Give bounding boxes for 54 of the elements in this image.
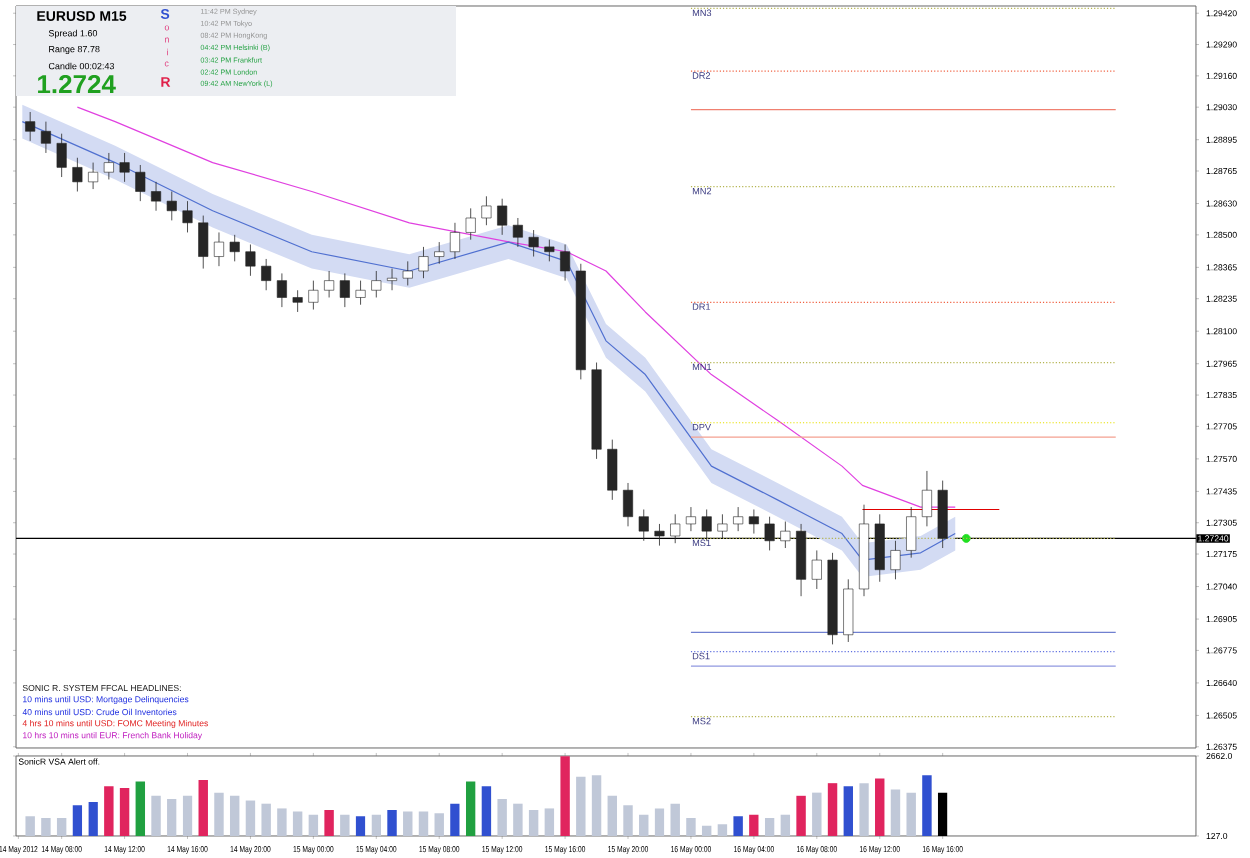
candlestick — [906, 506, 917, 559]
candlestick — [371, 270, 382, 298]
candlestick — [623, 482, 634, 527]
candlestick — [890, 540, 901, 580]
candlestick — [733, 506, 744, 532]
candlestick — [402, 260, 413, 286]
candlestick — [544, 239, 555, 262]
candlestick — [497, 198, 508, 236]
candlestick — [764, 516, 775, 551]
candlestick — [921, 470, 932, 527]
candlestick — [292, 289, 303, 313]
candlestick — [198, 215, 209, 269]
candlestick — [355, 280, 366, 306]
candlestick — [748, 509, 759, 534]
candlestick — [638, 509, 649, 542]
candlestick — [261, 258, 272, 291]
candlestick — [418, 246, 429, 279]
candlestick — [481, 195, 492, 226]
candlestick — [654, 523, 665, 547]
candlestick — [88, 162, 99, 190]
annotation: 1.2724 — [38, 74, 116, 94]
candlestick — [213, 232, 224, 267]
candlestick — [685, 506, 696, 532]
candlestick — [276, 272, 287, 308]
candlestick — [56, 133, 67, 178]
candlestick — [72, 157, 83, 192]
candlestick — [449, 222, 460, 260]
candlestick — [25, 111, 36, 142]
candlestick — [701, 509, 712, 542]
candlestick — [843, 578, 854, 643]
candlestick — [182, 200, 193, 233]
candlestick — [308, 280, 319, 310]
candlestick — [135, 164, 146, 202]
candlestick — [434, 241, 445, 265]
candlestick — [528, 229, 539, 257]
candlestick — [560, 244, 571, 282]
candlestick — [324, 270, 335, 298]
candlestick — [465, 207, 476, 241]
candlestick — [512, 217, 523, 248]
candlestick — [339, 272, 350, 308]
candlestick — [387, 268, 398, 291]
candlestick — [103, 152, 114, 180]
candlestick — [717, 513, 728, 539]
candlestick — [245, 244, 256, 277]
candlestick — [166, 191, 177, 221]
candlestick — [780, 521, 791, 549]
candlestick — [874, 513, 885, 583]
candlestick — [607, 439, 618, 501]
candlestick — [229, 234, 240, 262]
candlestick — [119, 152, 130, 183]
candlestick — [151, 181, 162, 212]
candlestick — [811, 550, 822, 590]
candlestick — [40, 121, 51, 154]
candlestick — [670, 513, 681, 544]
